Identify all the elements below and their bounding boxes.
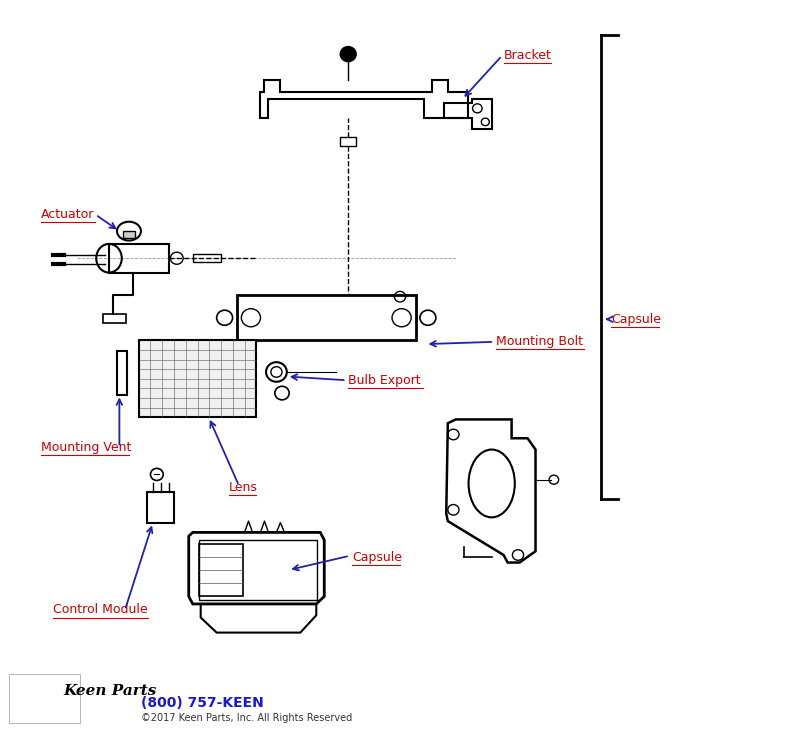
Bar — [199, 544, 243, 596]
Bar — [138, 340, 257, 417]
Text: Bracket: Bracket — [504, 49, 551, 62]
Text: Control Module: Control Module — [54, 603, 148, 616]
Bar — [147, 492, 174, 522]
Bar — [117, 351, 127, 395]
Text: Mounting Vent: Mounting Vent — [42, 441, 132, 454]
Text: Actuator: Actuator — [42, 208, 94, 221]
Text: Capsule: Capsule — [352, 551, 402, 564]
Bar — [10, 674, 79, 723]
Text: (800) 757-KEEN: (800) 757-KEEN — [141, 696, 264, 711]
Bar — [237, 295, 416, 340]
Bar — [199, 540, 317, 600]
Bar — [103, 314, 126, 323]
Text: Mounting Bolt: Mounting Bolt — [496, 336, 582, 349]
Bar — [193, 255, 221, 262]
Text: Bulb Export: Bulb Export — [348, 373, 421, 387]
Circle shape — [340, 47, 356, 62]
Text: Lens: Lens — [229, 481, 258, 494]
Text: Capsule: Capsule — [611, 313, 662, 326]
Bar — [109, 244, 169, 273]
Text: ©2017 Keen Parts, Inc. All Rights Reserved: ©2017 Keen Parts, Inc. All Rights Reserv… — [141, 714, 352, 723]
Text: Keen Parts: Keen Parts — [63, 683, 157, 698]
Bar — [123, 231, 134, 238]
Bar — [340, 137, 356, 146]
